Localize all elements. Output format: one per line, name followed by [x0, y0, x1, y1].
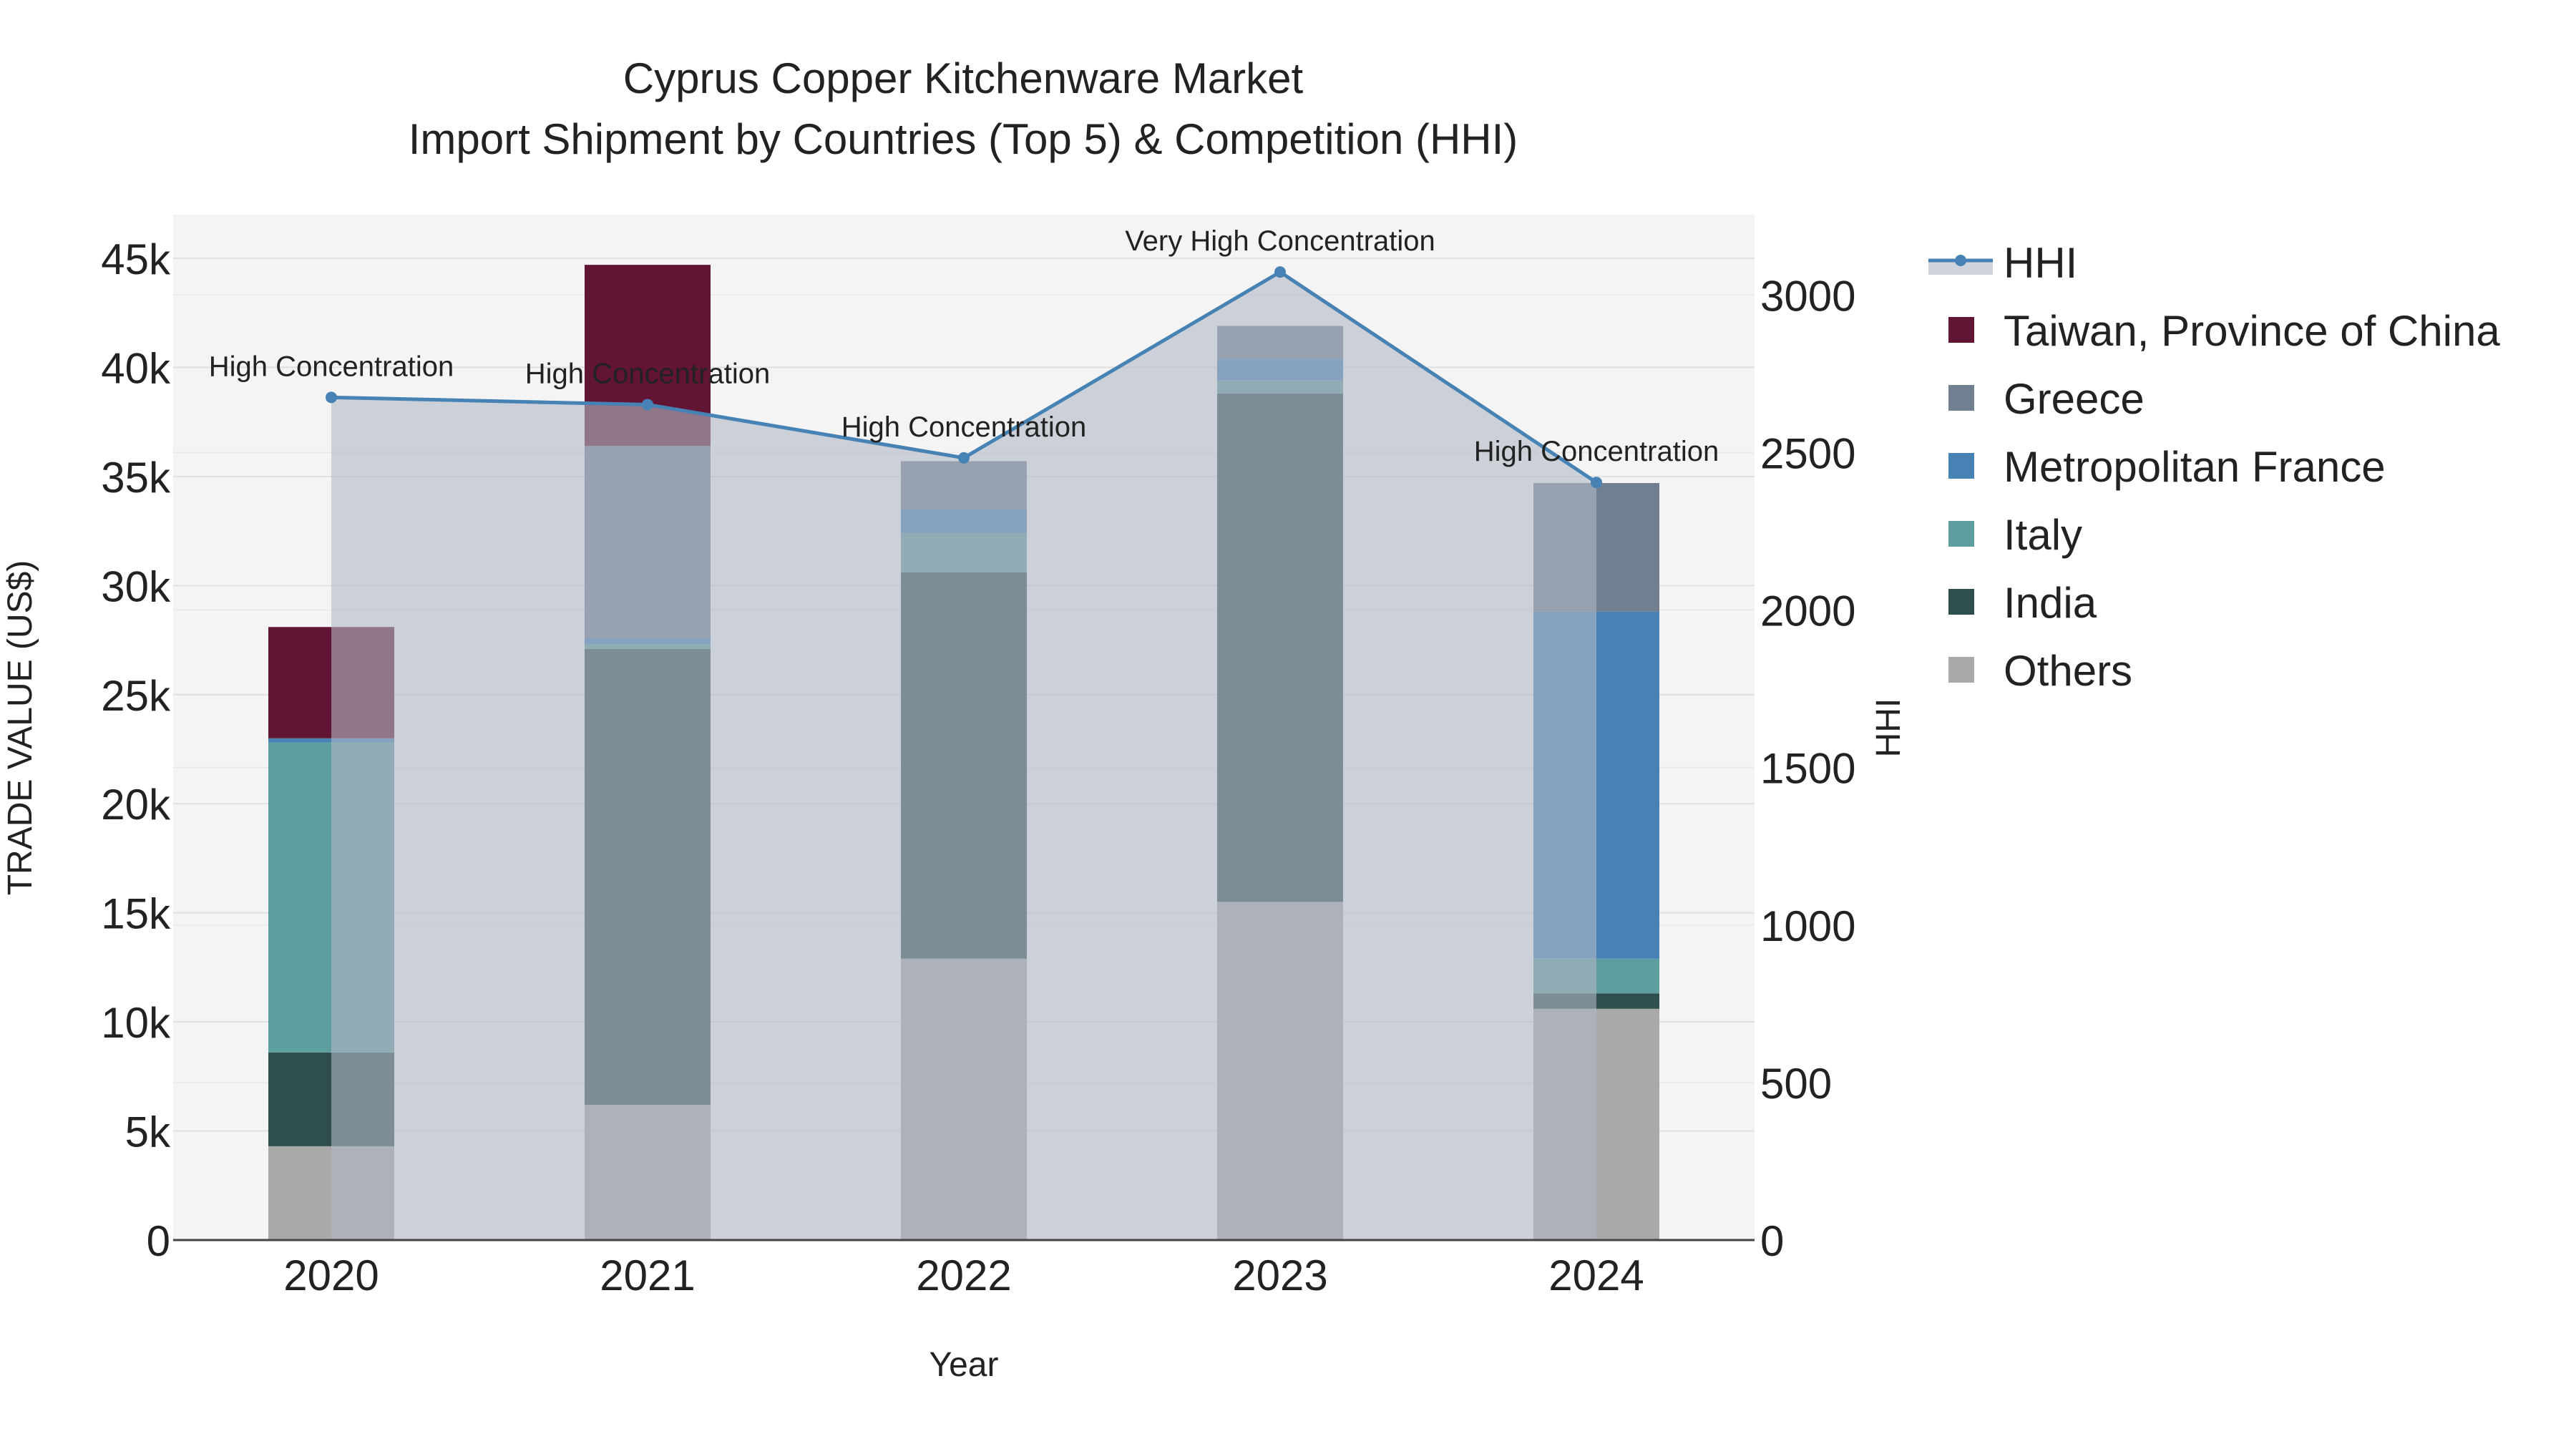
x-tick-label: 2023	[1232, 1252, 1327, 1299]
hhi-annotation: Very High Concentration	[1125, 225, 1435, 257]
y2-tick-label: 0	[1760, 1217, 1784, 1265]
hhi-point	[642, 399, 653, 411]
y-tick-label: 20k	[101, 781, 171, 829]
y-tick-label: 25k	[101, 672, 171, 720]
y-tick-label: 5k	[125, 1108, 171, 1156]
legend-swatch	[1948, 657, 1974, 683]
y2-tick-label: 3000	[1760, 272, 1855, 320]
legend-swatch	[1948, 521, 1974, 547]
axes: 0 5k 10k 15k 20k 25k 30k 35k 40k 45k 0 500 1000 1500 2…	[101, 235, 1855, 1299]
legend-swatch-area	[1928, 260, 1993, 275]
y-tick-label: 15k	[101, 890, 171, 938]
legend-swatch	[1948, 589, 1974, 615]
y-tick-label: 45k	[101, 235, 171, 283]
y2-tick-label: 500	[1760, 1060, 1832, 1108]
legend-swatch-marker	[1955, 255, 1966, 266]
legend-label: HHI	[2004, 239, 2077, 287]
legend-item[interactable]: Greece	[1948, 375, 2145, 423]
y-tick-label: 10k	[101, 999, 171, 1047]
hhi-annotation: High Concentration	[1474, 436, 1719, 467]
y-tick-label: 40k	[101, 344, 171, 392]
y-axis-title: TRADE VALUE (US$)	[1, 560, 39, 896]
x-tick-label: 2020	[283, 1252, 379, 1299]
hhi-annotation: High Concentration	[209, 351, 454, 382]
hhi-line: High Concentration High Concentration High…	[209, 225, 1719, 1240]
legend-label: Greece	[2004, 375, 2145, 423]
hhi-point	[958, 452, 970, 464]
legend-item[interactable]: HHI	[1928, 239, 2077, 287]
y2-tick-label: 1500	[1760, 745, 1855, 793]
legend-swatch	[1948, 453, 1974, 479]
hhi-point	[1591, 477, 1602, 489]
legend-item[interactable]: Metropolitan France	[1948, 443, 2386, 491]
y2-tick-label: 2000	[1760, 587, 1855, 635]
x-tick-label: 2024	[1548, 1252, 1644, 1299]
legend[interactable]: HHI Taiwan, Province of China Greece Metrop…	[1928, 239, 2500, 695]
legend-item[interactable]: Others	[1948, 647, 2132, 695]
chart-title: Cyprus Copper Kitchenware Market	[623, 54, 1304, 102]
x-tick-label: 2022	[916, 1252, 1011, 1299]
hhi-area-fill	[331, 272, 1596, 1240]
x-axis-title: Year	[930, 1346, 999, 1384]
hhi-annotation: High Concentration	[525, 358, 770, 389]
legend-label: India	[2004, 579, 2097, 627]
legend-label: Others	[2004, 647, 2132, 695]
legend-item[interactable]: Italy	[1948, 511, 2082, 559]
y2-tick-label: 2500	[1760, 429, 1855, 477]
y-tick-label: 0	[147, 1217, 170, 1265]
hhi-annotation: High Concentration	[841, 411, 1086, 443]
legend-item[interactable]: India	[1948, 579, 2097, 627]
y-tick-label: 35k	[101, 454, 171, 502]
hhi-point	[326, 391, 337, 404]
legend-item[interactable]: Taiwan, Province of China	[1948, 307, 2500, 355]
hhi-point	[1274, 266, 1286, 278]
y2-tick-label: 1000	[1760, 902, 1855, 950]
y2-axis-title: HHI	[1870, 698, 1908, 758]
y-tick-label: 30k	[101, 562, 171, 610]
legend-swatch	[1948, 317, 1974, 343]
x-tick-label: 2021	[600, 1252, 695, 1299]
legend-label: Taiwan, Province of China	[2004, 307, 2500, 355]
legend-label: Metropolitan France	[2004, 443, 2386, 491]
chart-subtitle: Import Shipment by Countries (Top 5) & C…	[409, 115, 1518, 163]
legend-swatch	[1948, 385, 1974, 411]
legend-label: Italy	[2004, 511, 2082, 559]
